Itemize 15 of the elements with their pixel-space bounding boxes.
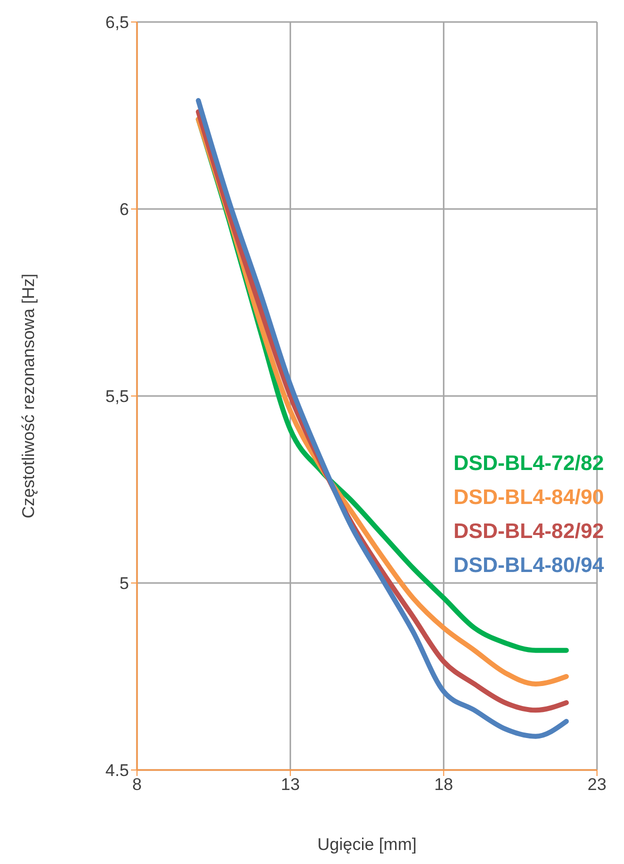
x-tick-label: 18 [434, 775, 454, 794]
text: DSD-BL4-84/90 [453, 485, 604, 511]
y-tick-label: 5,5 [105, 387, 129, 406]
text: DSD-BL4-80/94 [453, 553, 604, 579]
x-axis-title: Ugięcie [mm] [317, 835, 417, 854]
x-tick-label: 8 [132, 775, 142, 794]
y-tick-label: 4.5 [105, 761, 129, 780]
y-axis-title: Częstotliwość rezonansowa [Hz] [19, 274, 38, 518]
x-tick-label: 13 [280, 775, 300, 794]
y-tick-label: 5 [120, 574, 129, 594]
text: DSD-BL4-82/92 [453, 519, 604, 545]
y-tick-label: 6,5 [105, 13, 129, 32]
x-tick-label: 23 [588, 775, 606, 794]
y-tick-label: 6 [120, 200, 129, 220]
text: DSD-BL4-72/82 [453, 451, 604, 477]
